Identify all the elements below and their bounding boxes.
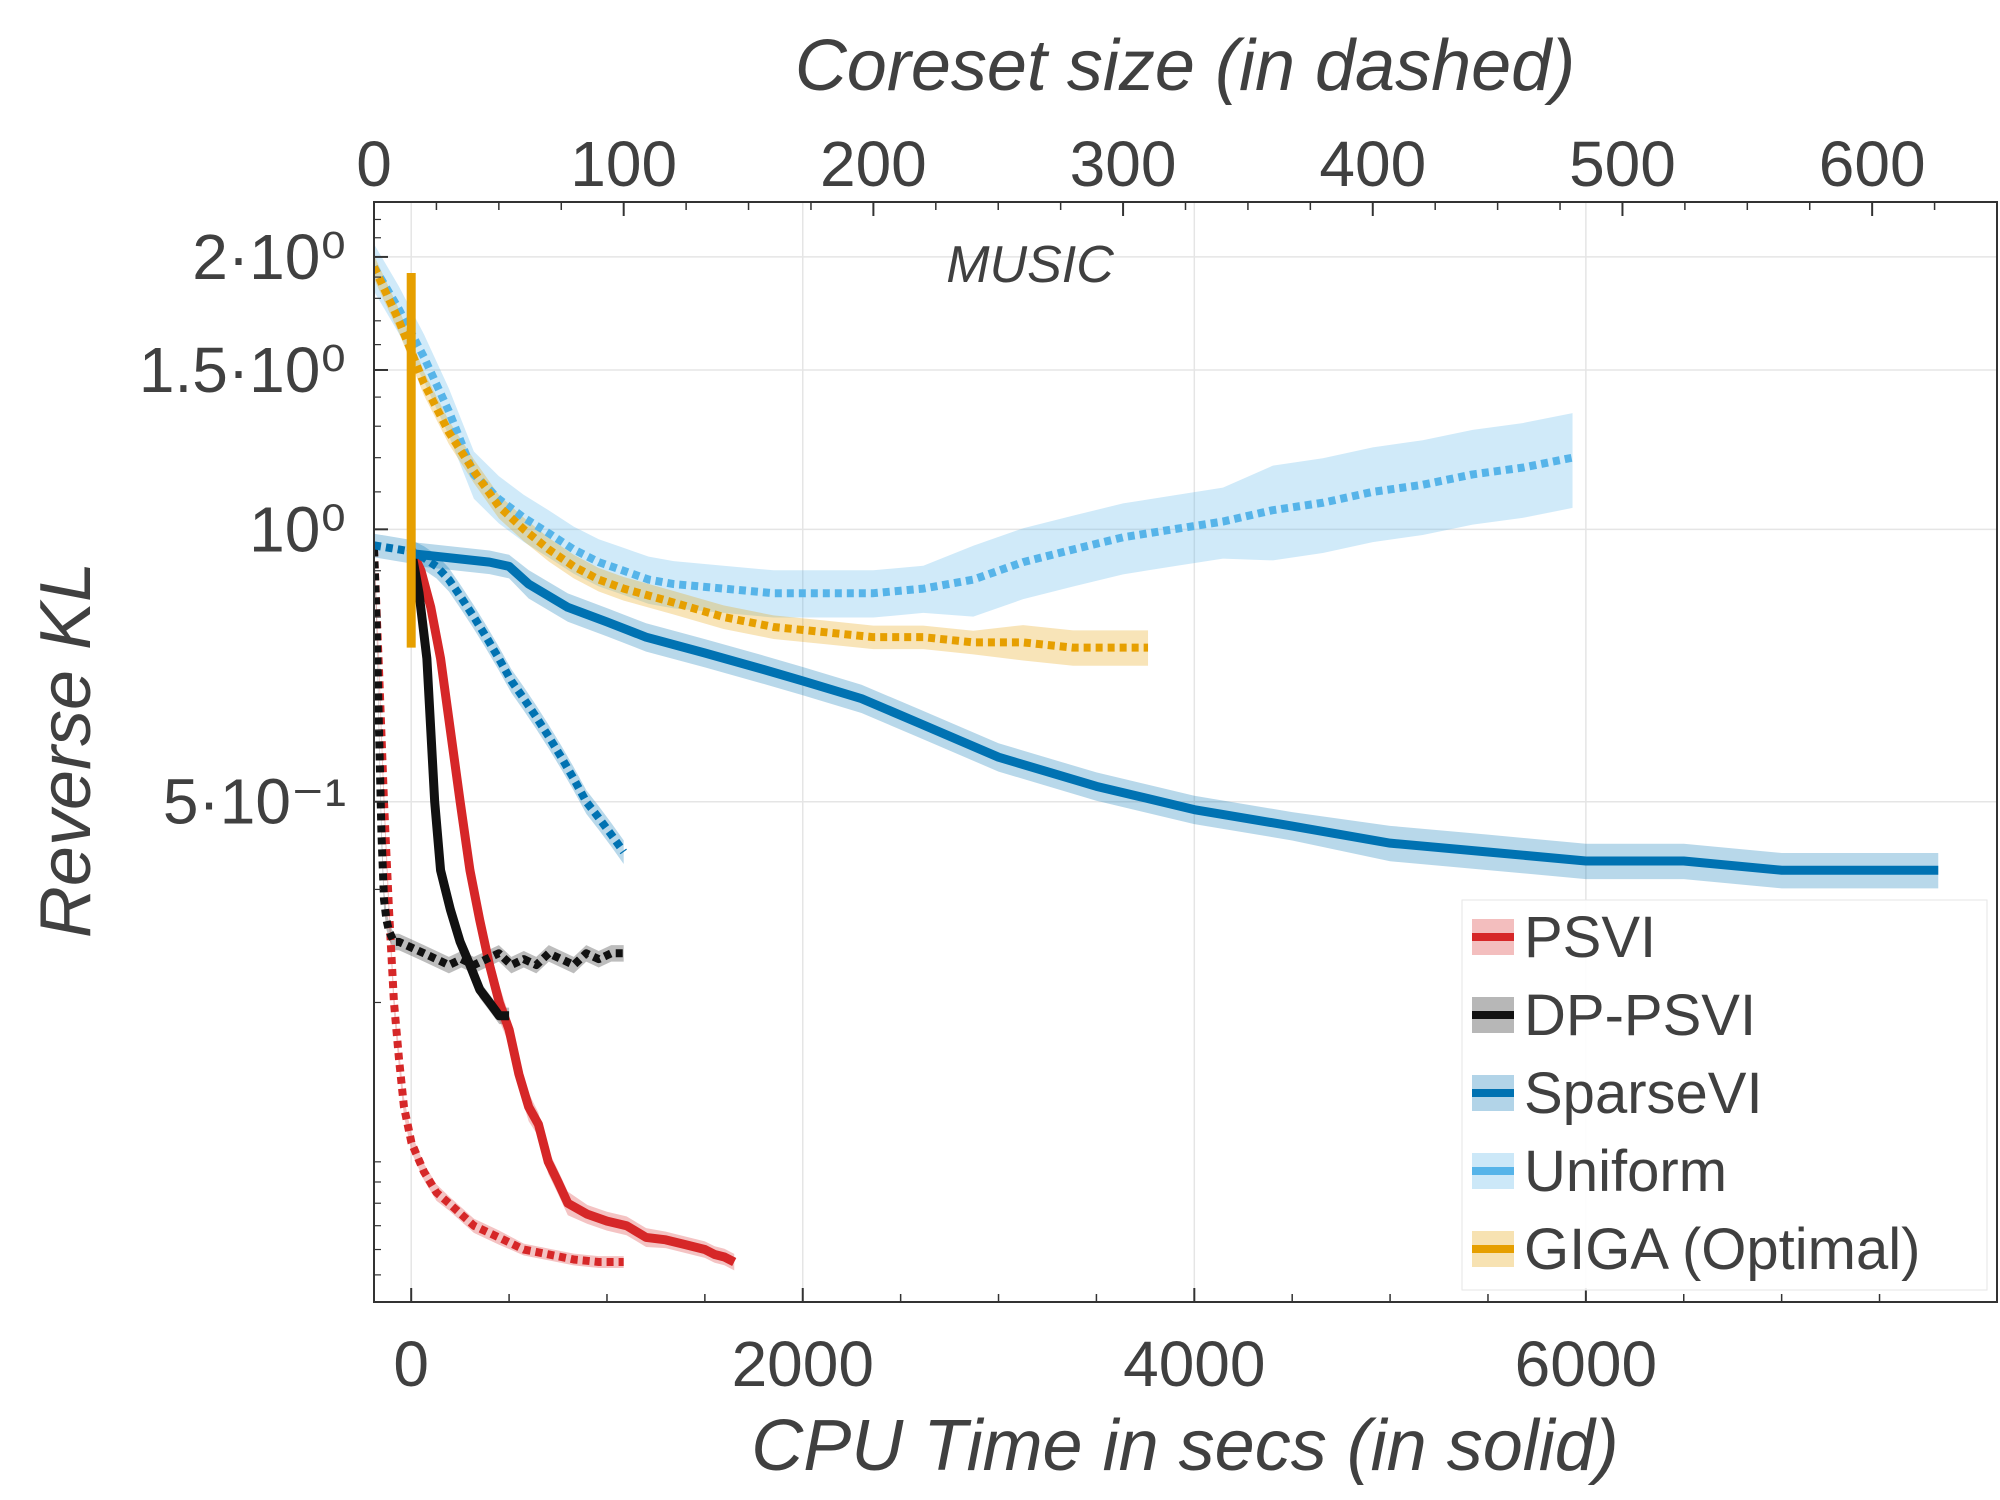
legend: PSVI DP-PSVI SparseVI Uniform GIGA (Optimal): [1461, 899, 1988, 1291]
y-tick-label: 1.5·10⁰: [139, 334, 346, 406]
uniform-dashed-line: [374, 264, 1574, 598]
x-top-tick-label: 500: [1569, 128, 1676, 200]
y-axis-title: Reverse KL: [26, 562, 106, 938]
x-top-tick-label: 600: [1819, 128, 1926, 200]
legend-box: [1461, 899, 1988, 1291]
legend-label-sparsevi: SparseVI: [1524, 1061, 1763, 1126]
x-top-tick-label: 100: [570, 128, 677, 200]
psvi-dashed-line: [374, 549, 624, 1266]
psvi-solid-line: [407, 547, 737, 1267]
x-top-tick-label: 0: [356, 128, 392, 200]
legend-label-psvi: PSVI: [1524, 905, 1656, 970]
x-top-tick-label: 200: [820, 128, 927, 200]
legend-label-dp-psvi: DP-PSVI: [1524, 983, 1756, 1048]
dp-psvi-solid-line: [406, 548, 510, 1021]
sparsevi-solid-line: [410, 549, 1939, 875]
y-tick-label: 5·10⁻¹: [163, 766, 346, 838]
y-tick-label: 10⁰: [249, 493, 346, 565]
x-bottom-tick-label: 0: [393, 1328, 429, 1400]
x-bottom-tick-label: 6000: [1515, 1328, 1657, 1400]
x-top-tick-label: 300: [1070, 128, 1177, 200]
legend-label-giga-optimal-: GIGA (Optimal): [1524, 1217, 1920, 1282]
sparsevi-solid-band: [411, 542, 1939, 889]
panel-title: MUSIC: [946, 236, 1114, 294]
bottom-axis-title: CPU Time in secs (in solid): [751, 1406, 1619, 1486]
axis-ticks: 0 2000 4000 6000 0 100 200 300 400 500 600 5·10⁻¹ 10…: [139, 128, 1936, 1400]
y-tick-label: 2·10⁰: [192, 221, 346, 293]
x-top-tick-label: 400: [1319, 128, 1426, 200]
x-bottom-tick-label: 2000: [732, 1328, 874, 1400]
giga-optimal--dashed-line: [374, 265, 1149, 652]
legend-label-uniform: Uniform: [1524, 1139, 1727, 1204]
x-bottom-tick-label: 4000: [1123, 1328, 1265, 1400]
dp-psvi-dashed-line: [374, 549, 624, 970]
uniform-dashed-band: [374, 243, 1573, 618]
top-axis-title: Coreset size (in dashed): [795, 26, 1575, 106]
series-lines: [374, 264, 1939, 1267]
